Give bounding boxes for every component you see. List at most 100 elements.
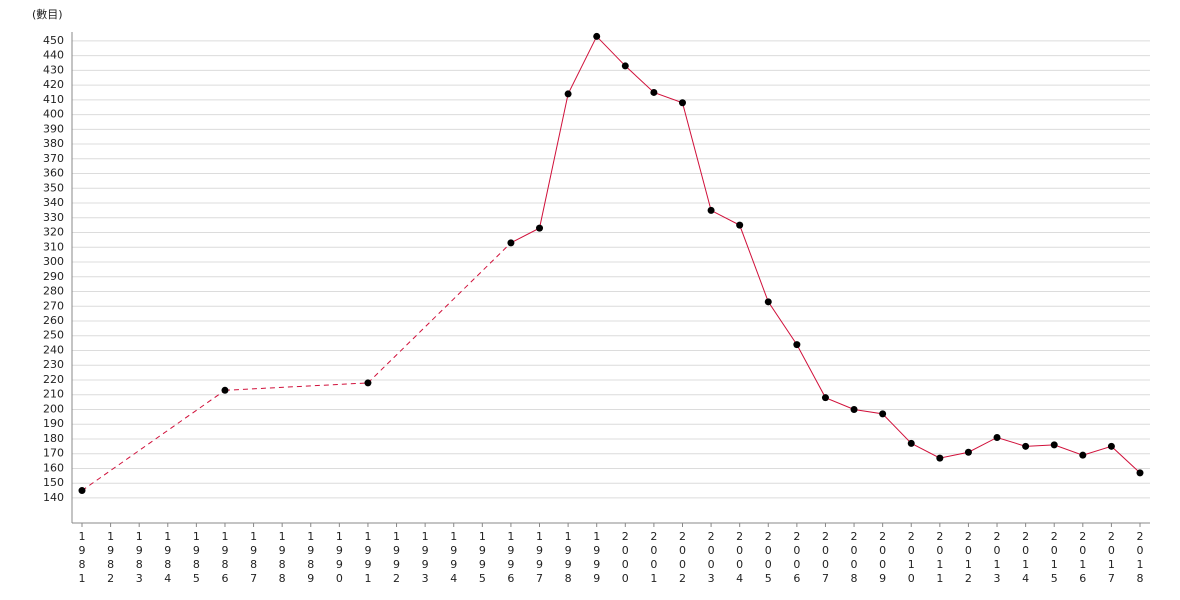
y-tick-label: 360	[43, 167, 64, 180]
y-tick-label: 410	[43, 93, 64, 106]
y-tick-label: 270	[43, 299, 64, 312]
y-tick-label: 320	[43, 226, 64, 239]
data-point	[650, 88, 658, 96]
y-tick-label: 240	[43, 343, 64, 356]
y-tick-label: 430	[43, 63, 64, 76]
y-tick-label: 440	[43, 49, 64, 62]
y-tick-label: 390	[43, 122, 64, 135]
data-point	[993, 433, 1001, 441]
y-tick-label: 420	[43, 78, 64, 91]
y-tick-label: 280	[43, 285, 64, 298]
y-tick-label: 150	[43, 476, 64, 489]
data-point	[793, 341, 801, 349]
y-tick-label: 350	[43, 181, 64, 194]
data-point	[850, 405, 858, 413]
data-point	[364, 379, 372, 387]
y-tick-label: 260	[43, 314, 64, 327]
data-point	[1107, 442, 1115, 450]
gap-connector	[224, 382, 368, 391]
gap-connector	[367, 242, 512, 384]
data-point	[879, 410, 887, 418]
y-tick-label: 220	[43, 373, 64, 386]
y-tick-label: 450	[43, 34, 64, 47]
y-tick-label: 170	[43, 447, 64, 460]
data-line	[510, 35, 1141, 474]
y-tick-label: 210	[43, 388, 64, 401]
data-point	[1136, 469, 1144, 477]
y-tick-label: 190	[43, 417, 64, 430]
y-tick-label: 400	[43, 108, 64, 121]
data-point	[1050, 441, 1058, 449]
data-point	[593, 32, 601, 40]
data-point	[707, 206, 715, 214]
data-point	[507, 239, 515, 247]
y-tick-label: 380	[43, 137, 64, 150]
data-point	[821, 394, 829, 402]
data-point	[678, 99, 686, 107]
y-tick-label: 180	[43, 432, 64, 445]
y-tick-label: 140	[43, 491, 64, 504]
data-point	[536, 224, 544, 232]
gap-connector	[81, 389, 226, 491]
y-tick-label: 230	[43, 358, 64, 371]
data-point	[964, 448, 972, 456]
data-point	[621, 62, 629, 70]
y-tick-label: 310	[43, 240, 64, 253]
y-tick-label: 250	[43, 329, 64, 342]
data-point	[1022, 442, 1030, 450]
y-tick-label: 160	[43, 461, 64, 474]
data-point	[1079, 451, 1087, 459]
y-axis-label: (數目)	[32, 8, 63, 21]
data-point	[764, 298, 772, 306]
data-point	[907, 439, 915, 447]
data-point	[78, 487, 86, 495]
data-point	[936, 454, 944, 462]
data-point	[564, 90, 572, 98]
data-point	[736, 221, 744, 229]
y-tick-label: 370	[43, 152, 64, 165]
y-tick-label: 300	[43, 255, 64, 268]
y-tick-label: 200	[43, 402, 64, 415]
y-tick-label: 340	[43, 196, 64, 209]
y-tick-label: 330	[43, 211, 64, 224]
